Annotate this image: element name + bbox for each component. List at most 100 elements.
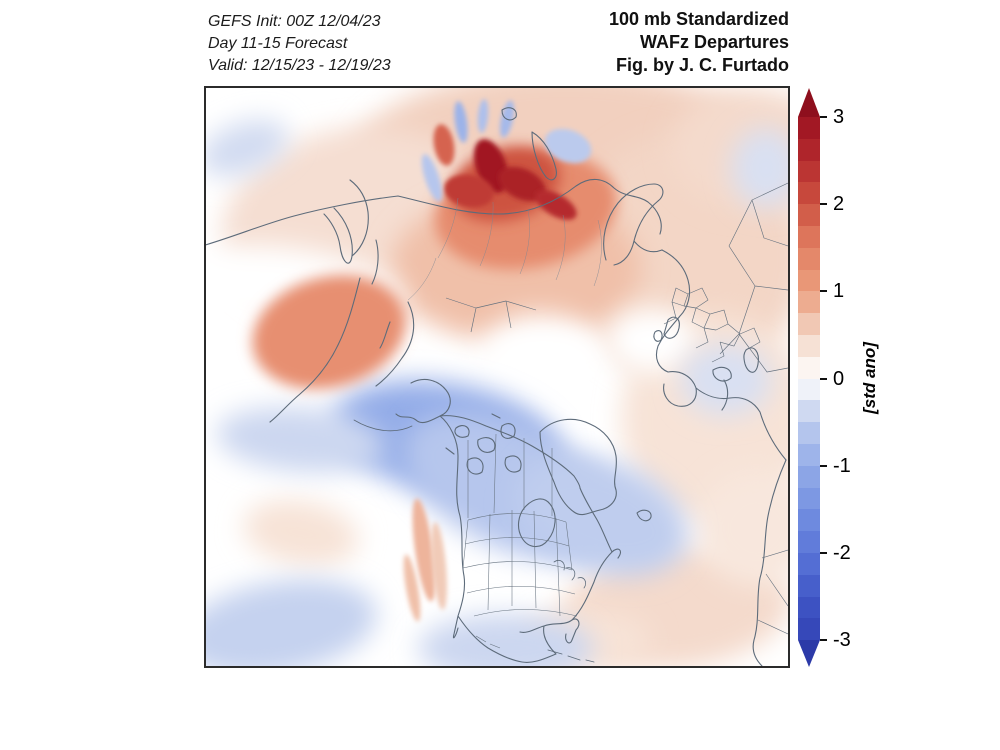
kamchatka-coast [323, 179, 379, 285]
hudson-bay [517, 498, 556, 548]
central-asia-borders [445, 182, 788, 373]
anomaly-blob-arctic-lace-5 [544, 128, 592, 164]
anomaly-blob-europe-negative-patch [680, 344, 772, 416]
colorbar-tick [820, 464, 827, 467]
colorbar-segment [798, 574, 820, 597]
us-state-borders [462, 510, 578, 617]
colorbar-segment [798, 552, 820, 575]
colorbar-segment [798, 247, 820, 270]
run-info: GEFS Init: 00Z 12/04/23 Day 11-15 Foreca… [208, 11, 391, 77]
anomaly-blob-arctic-lace-2 [477, 99, 489, 133]
colorbar-tick [820, 639, 827, 641]
europe-borders [663, 287, 761, 363]
anomaly-blob-north-pacific-warm-core [252, 275, 406, 389]
caspian-sea [743, 347, 759, 373]
colorbar-arrow-max [798, 88, 820, 117]
colorbar-arrow-min [798, 640, 820, 667]
colorbar-segment [798, 117, 820, 139]
title-line-1: 100 mb Standardized [608, 9, 789, 29]
colorbar-segment [798, 531, 820, 553]
anomaly-blob-rockies-streak-2 [431, 522, 447, 610]
anomaly-blob-east-pacific-pale [243, 499, 359, 567]
anomaly-blob-topleft-negative-patch [206, 119, 289, 177]
colorbar-tick [820, 377, 827, 380]
svalbard [501, 107, 517, 121]
colorbar-tick-label: 0 [833, 367, 845, 390]
africa-coast [752, 459, 787, 666]
east-asia-coast [269, 277, 361, 423]
colorbar-segment [798, 487, 820, 510]
colorbar-tick [820, 290, 827, 293]
africa-borders [757, 549, 788, 635]
colorbar-tick-label: -1 [833, 454, 851, 477]
novaya-zemlya [531, 131, 557, 181]
anomaly-blob-right-edge-negative-patch [731, 128, 788, 208]
colorbar-segment [798, 160, 820, 183]
arctic-islands [445, 413, 522, 475]
colorbar-tick-label: 2 [833, 193, 845, 216]
anomaly-blob-rockies-streak-3 [403, 554, 421, 622]
mexico-borders [475, 635, 501, 649]
forecast-line: Day 11-15 Forecast [208, 35, 348, 52]
anomaly-blob-north-atlantic-negative [514, 455, 688, 577]
colorbar-segment [798, 618, 820, 641]
british-isles [653, 316, 680, 342]
colorbar-segment [798, 378, 820, 401]
anomaly-blob-subtropical-pacific-negative [206, 579, 377, 666]
anomaly-field-layer [206, 88, 788, 666]
anomaly-map [206, 88, 788, 666]
colorbar-segment [798, 400, 820, 423]
colorbar-tick [820, 551, 827, 554]
colorbar-segment [798, 313, 820, 335]
anomaly-blob-rockies-streak-1 [412, 498, 436, 602]
colorbar-segment [798, 269, 820, 292]
black-sea [712, 366, 732, 382]
colorbar-segment [798, 182, 820, 205]
greenland-coast [539, 418, 617, 516]
valid-line: Valid: 12/15/23 - 12/19/23 [208, 57, 391, 74]
colorbar-segment [798, 596, 820, 619]
title-line-3: Fig. by J. C. Furtado [615, 55, 789, 75]
anomaly-blob-arctic-lace-1 [454, 101, 468, 143]
anomaly-blob-extreme-streak-4 [535, 190, 577, 220]
north-america-coast [395, 378, 621, 663]
anomaly-blob-bering-negative-tail [216, 407, 386, 473]
coastlines-layer [206, 107, 787, 666]
anomaly-blob-extreme-streak-3 [444, 174, 494, 208]
colorbar-segment [798, 291, 820, 314]
anomaly-blob-europe-white-gap [606, 308, 696, 372]
aleutians [353, 419, 413, 432]
colorbar-tick-label: -2 [833, 541, 851, 564]
colorbar-tick [820, 116, 827, 118]
caribbean-islands [547, 649, 595, 663]
anomaly-blob-extreme-streak-5 [433, 124, 455, 166]
colorbar-segment [798, 225, 820, 248]
colorbar-tick-label: 1 [833, 280, 845, 303]
anomaly-blob-extreme-streak-2 [498, 166, 546, 202]
colorbar-segment [798, 138, 820, 161]
europe-coast [655, 249, 787, 461]
map-panel [204, 86, 790, 668]
anomaly-blob-gulf-negative [418, 614, 594, 666]
colorbar-tick [820, 203, 827, 206]
init-line: GEFS Init: 00Z 12/04/23 [208, 13, 381, 30]
japan-korea-coast [375, 301, 415, 387]
colorbar-segment [798, 422, 820, 444]
anomaly-blob-arctic-lace-4 [421, 154, 443, 202]
anomaly-blob-pole-white [479, 314, 603, 398]
great-lakes [553, 560, 586, 589]
title-line-2: WAFz Departures [639, 32, 789, 52]
siberian-rivers [407, 197, 602, 301]
colorbar-segment [798, 356, 820, 379]
colorbar-segment [798, 465, 820, 488]
iceland [636, 509, 652, 522]
country-borders-layer [445, 182, 788, 649]
colorbar-segment [798, 204, 820, 226]
colorbar-gradient [798, 117, 820, 641]
scandinavia-coast [603, 183, 664, 266]
colorbar-segment [798, 334, 820, 357]
colorbar-segment [798, 509, 820, 532]
canada-province-borders [467, 433, 553, 518]
colorbar-label: [std ano] [860, 342, 879, 414]
